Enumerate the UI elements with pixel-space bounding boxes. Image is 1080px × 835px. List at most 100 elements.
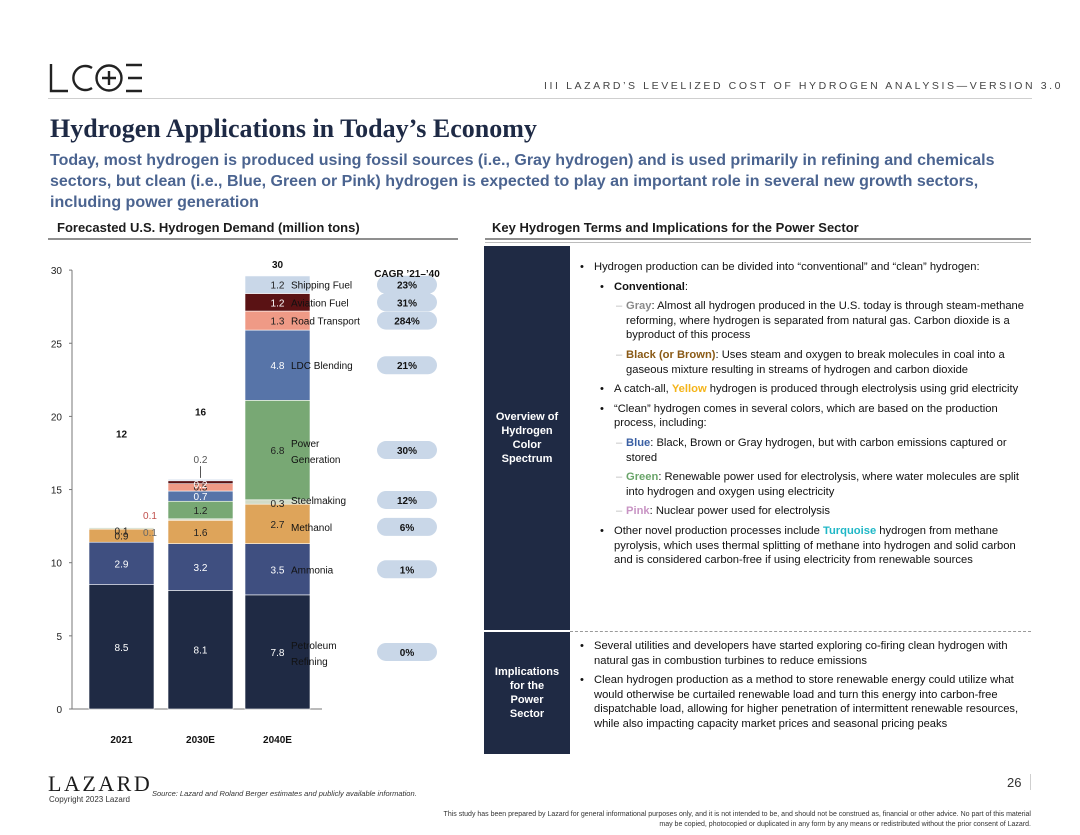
bar-value-label: 1.3 (271, 317, 285, 328)
cagr-value: 12% (397, 496, 417, 507)
gray-term: Gray (626, 300, 652, 313)
yellow-pre: A catch-all, (614, 383, 672, 396)
bar-segment (244, 503, 311, 544)
cagr-pill (377, 311, 437, 330)
bullet-cofiring: Several utilities and developers have st… (578, 639, 1028, 668)
storage-text: Clean hydrogen production as a method to… (594, 674, 1019, 730)
cagr-value: 0% (400, 648, 415, 659)
bar-value-label: 1.2 (271, 298, 285, 309)
bar-segment (88, 541, 155, 585)
lazard-logo: LAZARD (48, 771, 153, 796)
chart-section-title: Forecasted U.S. Hydrogen Demand (million… (57, 220, 360, 235)
terms-section-rule (485, 238, 1031, 240)
legend-label: LDC Blending (291, 361, 353, 372)
cagr-value: 23% (397, 281, 417, 292)
black-term: Black (or Brown) (626, 348, 716, 361)
source-note: Source: Lazard and Roland Berger estimat… (152, 789, 417, 798)
gray-text: : Almost all hydrogen produced in the U.… (626, 300, 1025, 342)
intro-text: Hydrogen production can be divided into … (594, 261, 980, 273)
bar-segment (244, 275, 311, 294)
y-tick-label: 30 (51, 266, 63, 277)
bullet-conventional: Conventional: (578, 280, 1028, 295)
side-label-2021: 0.1 (143, 511, 157, 522)
turquoise-pre: Other novel production processes include (614, 524, 823, 537)
bar-total-label: 30 (272, 260, 284, 271)
bullet-green: Green: Renewable power used for electrol… (578, 470, 1028, 499)
terms-panel: Overview of Hydrogen Color Spectrum Impl… (484, 246, 1031, 756)
bar-segment (167, 479, 234, 482)
header-divider (48, 98, 1032, 99)
legend-label: Road Transport (291, 317, 360, 328)
cagr-value: 6% (400, 523, 415, 534)
bullet-storage: Clean hydrogen production as a method to… (578, 673, 1028, 731)
implications-label-line: Sector (509, 708, 545, 720)
x-category-label: 2021 (110, 735, 133, 746)
yellow-post: hydrogen is produced through electrolysi… (706, 383, 1019, 396)
bar-value-label: 8.1 (194, 646, 208, 657)
bar-segment (167, 590, 234, 710)
bar-segment (244, 543, 311, 596)
cagr-pill (377, 642, 437, 661)
legend-label: Aviation Fuel (291, 298, 349, 309)
bar-value-label: 1.2 (271, 281, 285, 292)
bar-value-label: 3.5 (271, 565, 285, 576)
bar-total-label: 12 (116, 430, 128, 441)
cagr-pill (377, 490, 437, 509)
bullet-intro: Hydrogen production can be divided into … (578, 260, 1028, 275)
bar-segment (88, 527, 155, 530)
bar-segment (244, 400, 311, 501)
overview-label-line: Spectrum (501, 453, 553, 465)
implications-label-line: Implications (494, 666, 560, 678)
blue-term: Blue (626, 436, 651, 449)
x-category-label: 2030E (186, 735, 215, 746)
bar-value-label: 0.1 (115, 527, 129, 538)
row-divider (570, 631, 1031, 632)
lcoe-logo (48, 60, 148, 101)
lcoe-logo-mark (49, 63, 142, 93)
cagr-header: CAGR ’21–’40 (374, 269, 440, 280)
y-tick-label: 10 (51, 559, 63, 570)
pink-term: Pink (626, 505, 650, 518)
bar-segment (88, 584, 155, 710)
y-tick-label: 5 (56, 632, 62, 643)
turquoise-term: Turquoise (822, 524, 877, 537)
bullet-yellow: A catch-all, Yellow hydrogen is produced… (578, 382, 1028, 397)
side-label-2030: 0.1 (143, 528, 157, 539)
cagr-pill (377, 293, 437, 312)
legend-label: Petroleum (291, 641, 337, 652)
conventional-colon: : (684, 280, 688, 293)
legend-label: Steelmaking (291, 496, 346, 507)
cagr-value: 284% (394, 317, 420, 328)
implications-row-label: Implications for the Power Sector (484, 632, 570, 754)
y-tick-label: 20 (51, 412, 63, 423)
overview-label-line: Hydrogen (501, 425, 553, 437)
bullet-pink: Pink: Nuclear power used for electrolysi… (578, 504, 1028, 519)
turquoise-post: hydrogen from methane pyrolysis, which u… (614, 524, 1016, 567)
overview-label-line: Overview of (495, 411, 559, 423)
report-header: III LAZARD’S LEVELIZED COST OF HYDROGEN … (544, 80, 1064, 92)
bar-segment (244, 594, 311, 710)
implications-label-line: for the (509, 680, 545, 692)
cagr-value: 21% (397, 361, 417, 372)
bar-value-label: 1.2 (194, 506, 208, 517)
bar-value-label: 0.2 (194, 480, 208, 491)
terms-section-rule-secondary (485, 242, 1031, 243)
copyright: Copyright 2023 Lazard (49, 795, 130, 804)
bullet-clean: “Clean” hydrogen comes in several colors… (578, 402, 1028, 431)
legend-label: Ammonia (291, 565, 334, 576)
above-label-2030: 0.2 (194, 455, 208, 466)
bar-value-label: 4.8 (271, 361, 285, 372)
bar-segment (167, 543, 234, 591)
page-number-rule (1030, 774, 1031, 790)
pink-text: : Nuclear power used for electrolysis (649, 505, 830, 518)
yellow-term: Yellow (671, 383, 707, 396)
bullet-black: Black (or Brown): Uses steam and oxygen … (578, 348, 1028, 377)
cofiring-text: Several utilities and developers have st… (594, 640, 1008, 667)
conventional-term: Conventional (614, 280, 685, 293)
overview-label-line: Color (512, 439, 542, 451)
bullet-gray: Gray: Almost all hydrogen produced in th… (578, 299, 1028, 343)
blue-text: : Black, Brown or Gray hydrogen, but wit… (626, 436, 1007, 464)
overview-row-label: Overview of Hydrogen Color Spectrum (484, 246, 570, 630)
implications-label-line: Power (510, 694, 544, 706)
y-tick-label: 15 (51, 486, 63, 497)
